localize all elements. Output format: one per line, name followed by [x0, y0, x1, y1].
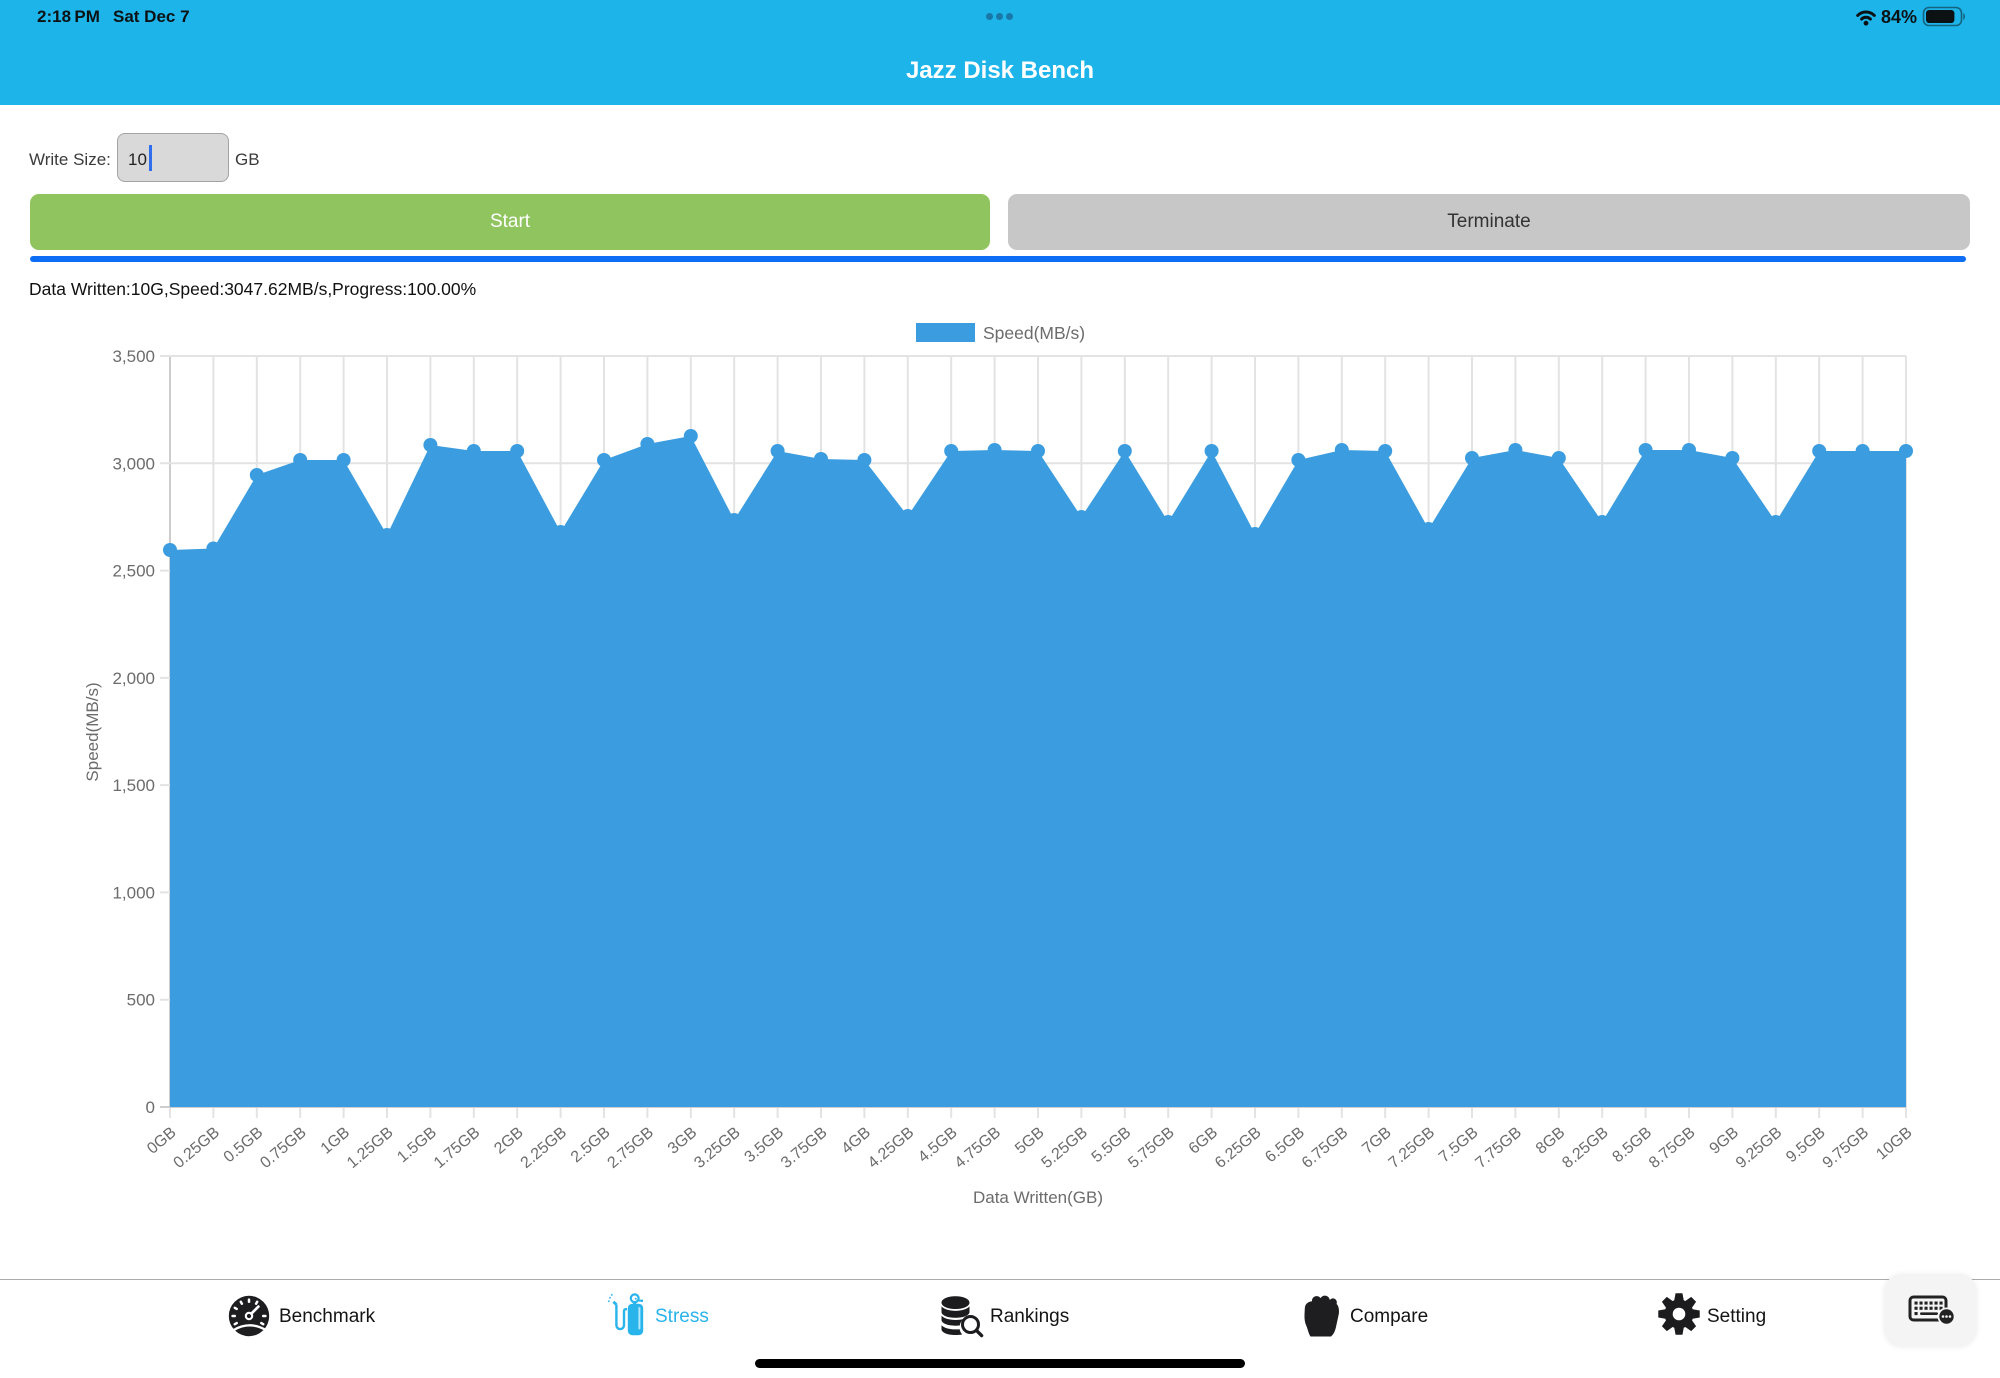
svg-text:10GB: 10GB	[1873, 1124, 1915, 1163]
svg-text:6GB: 6GB	[1186, 1124, 1221, 1158]
svg-text:1,500: 1,500	[112, 776, 155, 795]
svg-text:Data Written(GB): Data Written(GB)	[973, 1188, 1103, 1207]
svg-text:1.75GB: 1.75GB	[431, 1124, 483, 1172]
svg-text:4.25GB: 4.25GB	[865, 1124, 917, 1172]
svg-text:6.75GB: 6.75GB	[1299, 1124, 1351, 1172]
svg-text:7.25GB: 7.25GB	[1386, 1124, 1438, 1172]
svg-text:Speed(MB/s): Speed(MB/s)	[983, 323, 1085, 343]
svg-text:9.25GB: 9.25GB	[1733, 1124, 1785, 1172]
svg-text:0GB: 0GB	[144, 1124, 179, 1158]
svg-text:3.25GB: 3.25GB	[691, 1124, 743, 1172]
svg-text:7GB: 7GB	[1359, 1124, 1394, 1158]
svg-text:4GB: 4GB	[839, 1124, 874, 1158]
svg-text:0.75GB: 0.75GB	[257, 1124, 309, 1172]
svg-text:6.25GB: 6.25GB	[1212, 1124, 1264, 1172]
svg-text:8.75GB: 8.75GB	[1646, 1124, 1698, 1172]
svg-text:1.25GB: 1.25GB	[344, 1124, 396, 1172]
svg-text:7.75GB: 7.75GB	[1472, 1124, 1524, 1172]
svg-text:500: 500	[127, 991, 155, 1010]
svg-text:5GB: 5GB	[1012, 1124, 1047, 1158]
svg-text:0.25GB: 0.25GB	[170, 1124, 222, 1172]
svg-text:9.75GB: 9.75GB	[1820, 1124, 1872, 1172]
svg-text:8.25GB: 8.25GB	[1559, 1124, 1611, 1172]
svg-text:1GB: 1GB	[318, 1124, 353, 1158]
svg-text:8GB: 8GB	[1533, 1124, 1568, 1158]
svg-text:Speed(MB/s): Speed(MB/s)	[83, 682, 102, 781]
svg-text:1,000: 1,000	[112, 883, 155, 902]
svg-text:2GB: 2GB	[491, 1124, 526, 1158]
svg-text:3.75GB: 3.75GB	[778, 1124, 830, 1172]
svg-text:2,500: 2,500	[112, 562, 155, 581]
svg-text:0: 0	[146, 1098, 155, 1117]
svg-text:4.75GB: 4.75GB	[952, 1124, 1004, 1172]
svg-text:3,000: 3,000	[112, 454, 155, 473]
svg-text:5.75GB: 5.75GB	[1125, 1124, 1177, 1172]
svg-text:2.75GB: 2.75GB	[604, 1124, 656, 1172]
svg-text:2,000: 2,000	[112, 669, 155, 688]
svg-text:2.25GB: 2.25GB	[518, 1124, 570, 1172]
svg-text:9GB: 9GB	[1707, 1124, 1742, 1158]
svg-text:3,500: 3,500	[112, 347, 155, 366]
svg-text:3GB: 3GB	[665, 1124, 700, 1158]
svg-text:5.25GB: 5.25GB	[1038, 1124, 1090, 1172]
